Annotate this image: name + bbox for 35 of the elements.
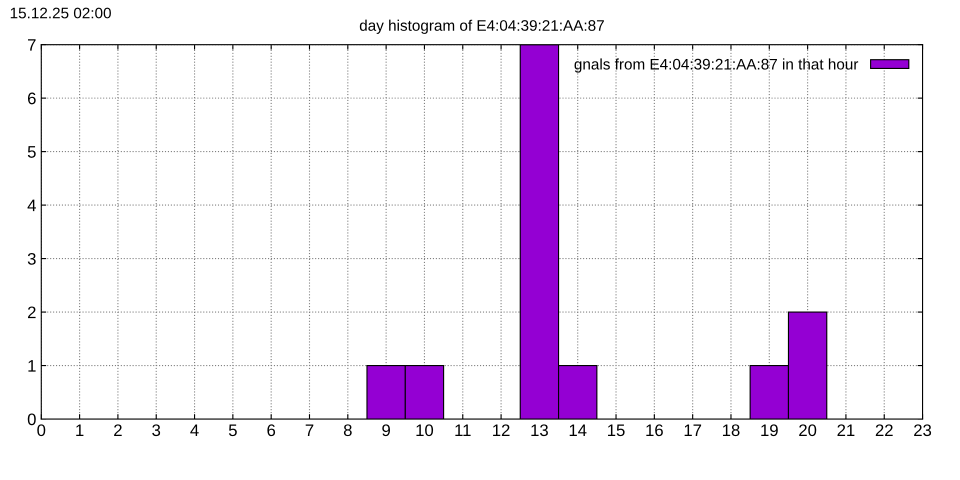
x-tick-label: 15 [608, 424, 625, 436]
y-tick-label: 5 [28, 146, 36, 158]
y-tick-label: 6 [28, 92, 36, 104]
y-tick-label: 2 [28, 306, 36, 318]
y-tick-label: 4 [28, 200, 36, 212]
x-tick-label: 1 [76, 424, 84, 436]
x-tick-label: 12 [493, 424, 510, 436]
x-tick-label: 23 [914, 424, 932, 436]
x-tick-label: 20 [799, 424, 816, 436]
y-tick-label: 3 [28, 252, 36, 265]
x-tick-label: 18 [722, 424, 740, 436]
x-tick-label: 9 [382, 424, 390, 436]
x-tick-label: 14 [570, 424, 586, 436]
x-tick-label: 0 [37, 424, 46, 436]
x-tick-label: 17 [684, 424, 702, 436]
x-tick-label: 3 [152, 424, 160, 436]
x-tick-label: 11 [455, 424, 471, 436]
x-tick-label: 2 [114, 424, 122, 436]
chart-title: day histogram of E4:04:39:21:AA:87 [360, 20, 604, 34]
x-tick-label: 19 [761, 424, 778, 436]
y-tick-label: 0 [28, 413, 36, 426]
x-tick-label: 4 [190, 424, 199, 436]
x-tick-label: 16 [646, 424, 663, 436]
x-tick-label: 7 [306, 424, 314, 436]
x-tick-label: 8 [344, 424, 352, 436]
y-tick-label: 7 [28, 39, 36, 51]
legend-label: gnals from E4:04:39:21:AA:87 in that hour [574, 58, 858, 73]
x-tick-label: 22 [876, 424, 893, 436]
x-tick-label: 5 [228, 424, 237, 436]
x-tick-label: 21 [837, 424, 854, 436]
x-tick-label: 6 [267, 424, 276, 436]
text: 15.12.25 02:00 [10, 8, 111, 18]
x-tick-label: 10 [416, 424, 434, 436]
x-tick-label: 13 [531, 424, 548, 436]
y-tick-label: 1 [28, 360, 36, 372]
